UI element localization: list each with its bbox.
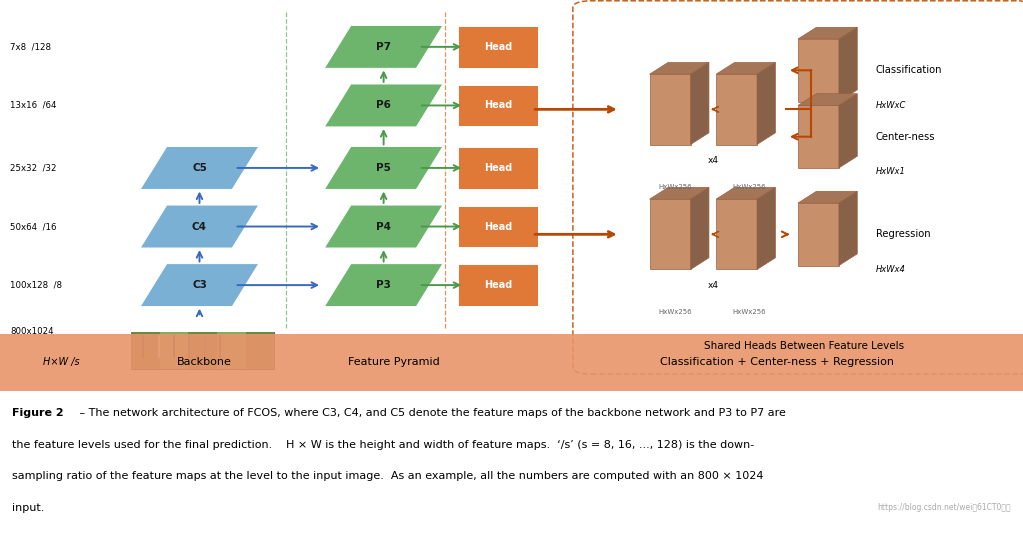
Text: Backbone: Backbone <box>177 357 232 368</box>
Polygon shape <box>324 205 443 248</box>
Text: C5: C5 <box>192 163 207 173</box>
Text: HxWx1: HxWx1 <box>876 167 905 177</box>
Text: x4: x4 <box>708 280 719 289</box>
Polygon shape <box>650 63 709 74</box>
Text: P3: P3 <box>376 280 391 290</box>
Text: HxWx256: HxWx256 <box>659 185 692 190</box>
FancyBboxPatch shape <box>0 334 1023 391</box>
Text: 800x1024: 800x1024 <box>10 327 54 337</box>
Text: Center-ness: Center-ness <box>876 132 935 142</box>
Polygon shape <box>140 205 259 248</box>
Polygon shape <box>716 63 775 74</box>
Polygon shape <box>798 94 857 105</box>
Text: P6: P6 <box>376 101 391 110</box>
FancyBboxPatch shape <box>131 332 160 369</box>
Text: Head: Head <box>484 42 513 52</box>
Text: https://blog.csdn.net/wei两61CT0博客: https://blog.csdn.net/wei两61CT0博客 <box>877 503 1011 512</box>
FancyBboxPatch shape <box>458 26 538 67</box>
Polygon shape <box>324 264 443 307</box>
Text: Head: Head <box>484 101 513 110</box>
FancyBboxPatch shape <box>188 332 217 369</box>
Text: Head: Head <box>484 163 513 173</box>
Text: Feature Pyramid: Feature Pyramid <box>348 357 440 368</box>
Text: input.: input. <box>12 503 45 513</box>
Text: – The network architecture of FCOS, where C3, C4, and C5 denote the feature maps: – The network architecture of FCOS, wher… <box>76 408 786 418</box>
FancyBboxPatch shape <box>458 206 538 247</box>
Text: HxWx4: HxWx4 <box>876 265 905 274</box>
Polygon shape <box>798 27 857 39</box>
FancyBboxPatch shape <box>217 332 246 369</box>
Text: HxWx256: HxWx256 <box>732 185 765 190</box>
Text: P5: P5 <box>376 163 391 173</box>
Polygon shape <box>798 105 839 168</box>
Text: H×W /s: H×W /s <box>43 357 80 368</box>
Text: Head: Head <box>484 280 513 290</box>
FancyBboxPatch shape <box>131 332 274 369</box>
Polygon shape <box>324 25 443 68</box>
Text: Classification: Classification <box>876 65 942 75</box>
Polygon shape <box>324 84 443 127</box>
Text: x4: x4 <box>708 156 719 165</box>
Polygon shape <box>798 192 857 203</box>
Text: C3: C3 <box>192 280 207 290</box>
FancyBboxPatch shape <box>458 264 538 306</box>
Text: P7: P7 <box>376 42 391 52</box>
Polygon shape <box>839 27 857 102</box>
Text: HxWx256: HxWx256 <box>659 309 692 316</box>
Polygon shape <box>716 187 775 199</box>
Polygon shape <box>324 147 443 189</box>
Polygon shape <box>716 199 757 270</box>
Polygon shape <box>650 74 691 144</box>
Text: Classification + Center-ness + Regression: Classification + Center-ness + Regressio… <box>661 357 894 368</box>
FancyBboxPatch shape <box>458 147 538 189</box>
Polygon shape <box>691 63 709 144</box>
Polygon shape <box>757 63 775 144</box>
FancyBboxPatch shape <box>246 332 274 369</box>
Text: HxWxC: HxWxC <box>876 101 906 110</box>
Text: 13x16  /64: 13x16 /64 <box>10 101 56 110</box>
FancyBboxPatch shape <box>160 332 188 369</box>
Text: 25x32  /32: 25x32 /32 <box>10 163 56 172</box>
Text: P4: P4 <box>376 221 391 232</box>
FancyBboxPatch shape <box>458 85 538 126</box>
Polygon shape <box>140 147 259 189</box>
Text: 50x64  /16: 50x64 /16 <box>10 222 56 231</box>
Polygon shape <box>798 39 839 102</box>
Polygon shape <box>757 187 775 270</box>
Polygon shape <box>839 192 857 265</box>
Text: HxWx256: HxWx256 <box>732 309 765 316</box>
Text: Head: Head <box>484 221 513 232</box>
Polygon shape <box>798 203 839 265</box>
Text: Shared Heads Between Feature Levels: Shared Heads Between Feature Levels <box>704 341 903 350</box>
Polygon shape <box>140 264 259 307</box>
Text: Figure 2: Figure 2 <box>12 408 63 418</box>
Text: C4: C4 <box>192 221 207 232</box>
Text: sampling ratio of the feature maps at the level to the input image.  As an examp: sampling ratio of the feature maps at th… <box>12 471 764 482</box>
Text: the feature levels used for the final prediction.     H × W is the height and wi: the feature levels used for the final pr… <box>12 440 755 449</box>
Polygon shape <box>716 74 757 144</box>
FancyBboxPatch shape <box>573 1 1023 374</box>
Polygon shape <box>691 187 709 270</box>
Polygon shape <box>839 94 857 168</box>
Text: Regression: Regression <box>876 230 930 239</box>
Polygon shape <box>650 187 709 199</box>
Text: 100x128  /8: 100x128 /8 <box>10 280 62 289</box>
Polygon shape <box>650 199 691 270</box>
Text: 7x8  /128: 7x8 /128 <box>10 42 51 51</box>
